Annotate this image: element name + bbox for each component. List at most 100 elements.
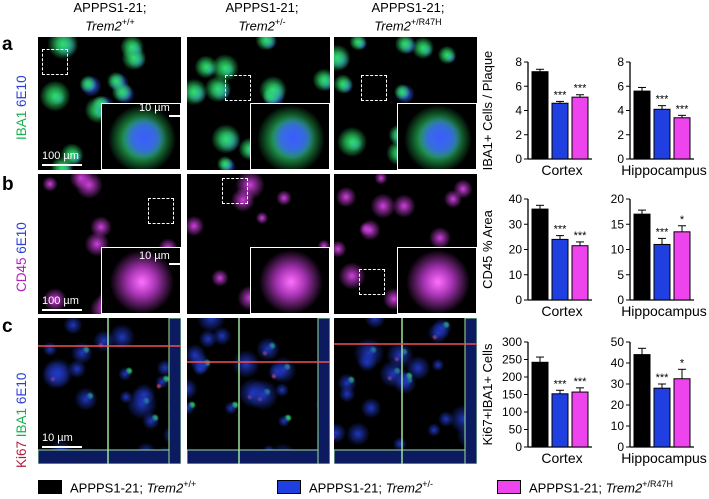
orthogonal-strip-right xyxy=(168,318,181,464)
chart-y-tick-label: 20 xyxy=(509,243,523,257)
chart-y-tick-label: 50 xyxy=(509,423,523,437)
chart-region-label: Hippocampus xyxy=(621,162,707,178)
chart-y-tick-label: 0 xyxy=(515,440,522,454)
micrograph-c-1 xyxy=(38,318,181,464)
chart-y-tick-label: 8 xyxy=(617,55,624,69)
chart-y-tick-label: 250 xyxy=(502,353,522,367)
scale-bar-main xyxy=(42,309,82,311)
chart-y-tick-label: 100 xyxy=(502,405,522,419)
scale-bar-inset-label: 10 µm xyxy=(139,250,170,262)
chart-y-tick-label: 0 xyxy=(617,152,624,166)
region-of-interest-box xyxy=(225,75,251,101)
chart-significance-label: *** xyxy=(656,226,670,238)
chart-bar xyxy=(633,213,651,301)
orthogonal-crosshair xyxy=(38,318,181,464)
chart-y-tick-label: 300 xyxy=(502,335,522,349)
chart-y-tick-label: 6 xyxy=(617,79,624,93)
scale-bar-inset xyxy=(169,115,183,117)
chart-significance-label: *** xyxy=(554,224,568,236)
column-header-gene: Trem2 xyxy=(374,18,411,34)
chart-y-tick-label: 50 xyxy=(611,335,625,349)
chart-y-tick-label: 20 xyxy=(611,398,625,412)
column-header-prefix: APPPS1-21; xyxy=(225,0,299,15)
chart-region-label: Hippocampus xyxy=(621,303,707,319)
orthogonal-strip-bottom xyxy=(187,449,330,464)
region-of-interest-box xyxy=(222,178,248,204)
chart-significance-label: * xyxy=(680,214,685,226)
chart-significance-label: *** xyxy=(554,378,568,390)
chart-significance-label: *** xyxy=(574,376,588,388)
chart-bar xyxy=(653,243,671,301)
micrograph-c-2 xyxy=(187,318,330,464)
region-of-interest-box xyxy=(148,198,174,224)
chart-bar xyxy=(673,378,691,448)
chart-significance-label: *** xyxy=(656,94,670,106)
scale-bar-main-label: 100 µm xyxy=(42,150,79,162)
chart-y-tick-label: 0 xyxy=(515,293,522,307)
chart-y-tick-label: 20 xyxy=(611,192,625,206)
chart-bar xyxy=(673,231,691,301)
chart-y-tick-label: 2 xyxy=(617,128,624,142)
legend-genotype: +/+ xyxy=(183,479,197,489)
chart-bar xyxy=(633,90,651,160)
chart-significance-label: *** xyxy=(676,103,690,115)
scale-bar-main-label: 100 µm xyxy=(42,295,79,307)
chart-y-tick-label: 4 xyxy=(617,104,624,118)
chart-y-tick-label: 0 xyxy=(515,152,522,166)
panel-letter-b: b xyxy=(2,174,14,195)
zoom-inset xyxy=(397,103,477,170)
chart-bar xyxy=(571,245,589,301)
legend-prefix: APPPS1-21; xyxy=(70,480,147,496)
legend-prefix: APPPS1-21; xyxy=(309,480,386,496)
legend-gene: Trem2 xyxy=(605,480,643,496)
column-header-prefix: APPPS1-21; xyxy=(371,0,445,15)
chart-bar xyxy=(531,208,549,301)
panel-letter-a: a xyxy=(2,34,13,55)
legend-swatch-het xyxy=(277,480,301,494)
orthogonal-crosshair xyxy=(187,318,330,464)
region-of-interest-box xyxy=(42,49,68,75)
chart-y-tick-label: 10 xyxy=(509,268,523,282)
column-header-genotype: +/- xyxy=(274,17,286,27)
chart-significance-label: *** xyxy=(574,83,588,95)
column-header-gene: Trem2 xyxy=(85,18,122,34)
chart-significance-label: *** xyxy=(656,372,670,384)
chart-bar xyxy=(551,238,569,301)
chart-bar xyxy=(571,391,589,448)
column-header-gene: Trem2 xyxy=(238,18,275,34)
legend-gene: Trem2 xyxy=(385,480,423,496)
chart-bar xyxy=(673,117,691,160)
chart-y-axis-label: CD45 % Area xyxy=(480,209,495,289)
chart-y-tick-label: 150 xyxy=(502,388,522,402)
chart-y-tick-label: 5 xyxy=(617,268,624,282)
zoom-inset xyxy=(250,247,330,314)
chart-y-tick-label: 6 xyxy=(515,79,522,93)
chart-region-label: Cortex xyxy=(541,303,582,319)
chart-y-tick-label: 15 xyxy=(611,217,625,231)
micrograph-b-1 xyxy=(38,174,181,314)
zoom-inset xyxy=(101,247,181,314)
chart-y-axis-label: IBA1+ Cells / Plaque xyxy=(480,51,495,171)
column-header-het: APPPS1-21; Trem2+/- xyxy=(187,0,337,33)
column-header-r47h: APPPS1-21; Trem2+/R47H xyxy=(333,0,483,33)
column-header-genotype: +/R47H xyxy=(410,17,442,27)
column-header-wt: APPPS1-21; Trem2+/+ xyxy=(35,0,185,33)
bar-charts: 0 2 4 6 8 *** *** Cortex IBA1+ Cells / Plaque 0 2 4… xyxy=(480,51,707,466)
chart-significance-label: * xyxy=(680,357,685,369)
chart-region-label: Cortex xyxy=(541,450,582,466)
orthogonal-crosshair xyxy=(334,318,477,464)
column-header-genotype: +/+ xyxy=(121,17,135,27)
chart-bar xyxy=(531,71,549,160)
scale-bar-main-label: 10 µm xyxy=(42,432,73,444)
chart-y-tick-label: 2 xyxy=(515,128,522,142)
chart-y-tick-label: 40 xyxy=(611,356,625,370)
chart-y-tick-label: 10 xyxy=(611,243,625,257)
chart-region-label: Cortex xyxy=(541,162,582,178)
legend-swatch-r47h xyxy=(497,480,521,494)
orthogonal-strip-right xyxy=(317,318,330,464)
chart-bar xyxy=(551,393,569,448)
chart-y-tick-label: 10 xyxy=(611,419,625,433)
chart-y-tick-label: 40 xyxy=(509,192,523,206)
legend-prefix: APPPS1-21; xyxy=(529,480,606,496)
micrograph-c-3 xyxy=(334,318,477,464)
